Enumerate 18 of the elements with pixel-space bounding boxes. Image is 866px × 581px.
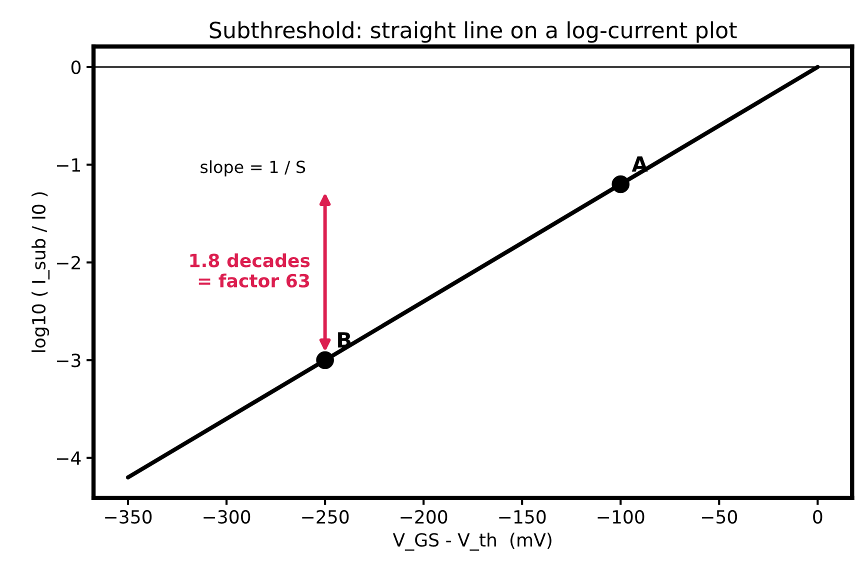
x-tick-label: −100: [598, 510, 644, 524]
y-tick-label: −1: [57, 158, 80, 172]
x-tick-label: −200: [400, 510, 448, 524]
y-tick-label: −3: [57, 354, 80, 368]
chart-title: Subthreshold: straight line on a log-current plot: [210, 21, 737, 43]
x-tick-label: 0: [813, 510, 822, 524]
x-tick-label: −250: [302, 510, 349, 524]
x-tick-label: −50: [702, 510, 737, 524]
y-axis-title: log10 ( I_sub / I0 ): [32, 192, 50, 352]
y-tick-label: −4: [57, 452, 81, 465]
x-tick-label: −300: [204, 510, 250, 524]
y-tick-label: 0: [71, 60, 81, 74]
x-tick-label: −150: [499, 510, 546, 524]
x-axis-title: V_GS - V_th (mV): [392, 532, 552, 551]
annotation: slope = 1 / S: [200, 160, 306, 176]
y-tick-label: −2: [57, 256, 80, 270]
x-tick-label: −350: [105, 510, 152, 524]
annotation: 1.8 decades = factor 63: [190, 253, 310, 288]
